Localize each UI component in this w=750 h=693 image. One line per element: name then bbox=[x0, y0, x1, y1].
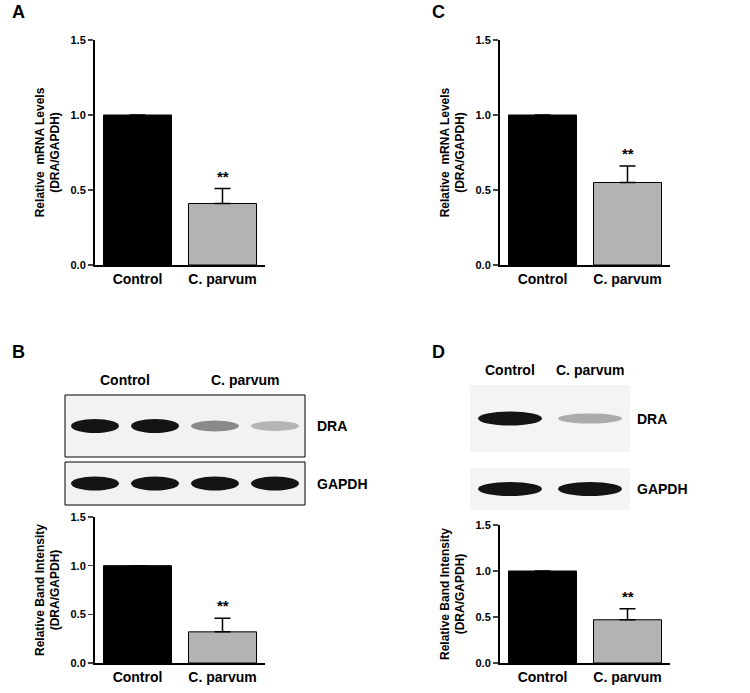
svg-text:GAPDH: GAPDH bbox=[637, 481, 688, 497]
svg-text:GAPDH: GAPDH bbox=[317, 476, 368, 492]
svg-text:Relative Band Intensity(DRA/GA: Relative Band Intensity(DRA/GAPDH) bbox=[438, 528, 468, 660]
svg-text:1.5: 1.5 bbox=[71, 511, 86, 523]
svg-text:1.5: 1.5 bbox=[476, 519, 491, 531]
svg-text:0.5: 0.5 bbox=[71, 184, 86, 196]
svg-text:1.0: 1.0 bbox=[476, 565, 491, 577]
svg-text:Control: Control bbox=[113, 271, 163, 287]
svg-text:1.0: 1.0 bbox=[71, 109, 86, 121]
svg-text:C. parvum: C. parvum bbox=[556, 362, 624, 378]
svg-text:D: D bbox=[432, 342, 445, 362]
svg-text:Control: Control bbox=[518, 669, 568, 685]
svg-text:**: ** bbox=[217, 597, 229, 614]
svg-text:1.5: 1.5 bbox=[71, 34, 86, 46]
svg-text:C. parvum: C. parvum bbox=[593, 271, 661, 287]
svg-text:**: ** bbox=[217, 168, 229, 185]
svg-text:Relative Band Intensity(DRA/GA: Relative Band Intensity(DRA/GAPDH) bbox=[33, 524, 63, 656]
svg-text:0.5: 0.5 bbox=[476, 611, 491, 623]
svg-text:Relative mRNA Levels(DRA/GAPD: Relative mRNA Levels(DRA/GAPDH) bbox=[33, 87, 63, 217]
svg-text:Control: Control bbox=[518, 271, 568, 287]
svg-text:0.0: 0.0 bbox=[476, 259, 491, 271]
svg-text:1.0: 1.0 bbox=[476, 109, 491, 121]
svg-text:0.0: 0.0 bbox=[71, 259, 86, 271]
svg-text:A: A bbox=[12, 2, 25, 22]
svg-text:**: ** bbox=[622, 145, 634, 162]
svg-text:C. parvum: C. parvum bbox=[188, 271, 256, 287]
svg-text:0.5: 0.5 bbox=[71, 608, 86, 620]
svg-text:DRA: DRA bbox=[637, 411, 667, 427]
svg-text:DRA: DRA bbox=[317, 418, 347, 434]
svg-text:C: C bbox=[432, 2, 445, 22]
svg-text:B: B bbox=[12, 342, 25, 362]
svg-text:Control: Control bbox=[485, 362, 535, 378]
svg-text:0.0: 0.0 bbox=[476, 657, 491, 669]
svg-text:1.0: 1.0 bbox=[71, 560, 86, 572]
svg-text:C. parvum: C. parvum bbox=[211, 372, 279, 388]
svg-text:**: ** bbox=[622, 588, 634, 605]
svg-text:1.5: 1.5 bbox=[476, 34, 491, 46]
svg-text:Relative mRNA Levels(DRA/GAPD: Relative mRNA Levels(DRA/GAPDH) bbox=[438, 87, 468, 217]
svg-text:C. parvum: C. parvum bbox=[593, 669, 661, 685]
svg-text:C. parvum: C. parvum bbox=[188, 669, 256, 685]
svg-text:Control: Control bbox=[100, 372, 150, 388]
svg-text:Control: Control bbox=[113, 669, 163, 685]
svg-text:0.5: 0.5 bbox=[476, 184, 491, 196]
svg-text:0.0: 0.0 bbox=[71, 657, 86, 669]
